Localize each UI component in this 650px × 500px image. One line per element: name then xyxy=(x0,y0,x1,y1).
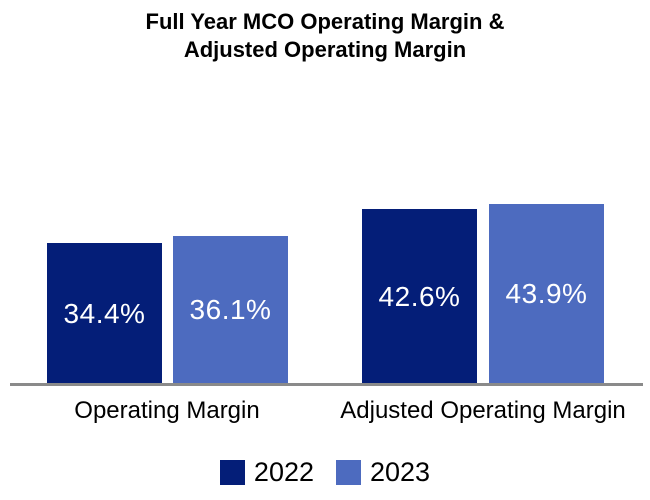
bar-value-label: 42.6% xyxy=(378,280,461,312)
legend-label-2022: 2022 xyxy=(253,457,314,487)
chart-title: Full Year MCO Operating Margin & Adjuste… xyxy=(0,8,650,64)
legend-swatch-2022 xyxy=(219,460,245,485)
x-axis-line xyxy=(10,383,643,386)
category-label-operating-margin: Operating Margin xyxy=(74,397,260,424)
bar-2023-operating-margin: 36.1% xyxy=(173,236,288,384)
bar-value-label: 36.1% xyxy=(189,294,272,325)
legend: 2022 2023 xyxy=(0,457,650,488)
legend-swatch-2023 xyxy=(336,460,361,485)
legend-item-2022: 2022 xyxy=(219,457,314,488)
bar-value-label: 34.4% xyxy=(63,297,146,329)
bar-value-label: 43.9% xyxy=(505,278,588,309)
bar-2022-adjusted-operating-margin: 42.6% xyxy=(362,209,477,384)
legend-label-2023: 2023 xyxy=(370,457,431,487)
category-label-adjusted-operating-margin: Adjusted Operating Margin xyxy=(340,397,626,424)
legend-item-2023: 2023 xyxy=(336,457,430,488)
chart-title-line-1: Full Year MCO Operating Margin & xyxy=(145,9,505,34)
bar-2023-adjusted-operating-margin: 43.9% xyxy=(489,204,604,384)
bar-2022-operating-margin: 34.4% xyxy=(47,243,162,384)
plot-area: 34.4% 36.1% 42.6% 43.9% xyxy=(10,204,643,386)
chart-title-line-2: Adjusted Operating Margin xyxy=(183,37,467,62)
